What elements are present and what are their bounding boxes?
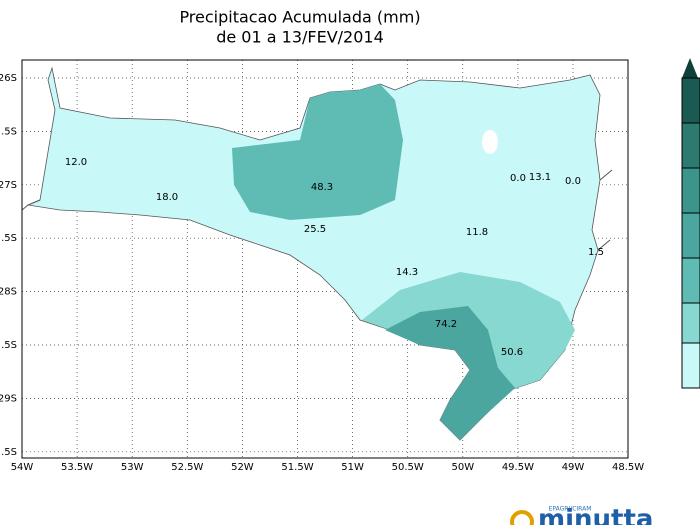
subtitle: de 01 a 13/FEV/2014 [216, 28, 384, 47]
y-tick-label: .5S [1, 340, 17, 351]
x-tick-label: 52.5W [171, 462, 203, 473]
y-tick-label: 27S [0, 180, 17, 191]
y-tick-label: .5S [1, 447, 17, 458]
station-value: 13.1 [529, 172, 551, 183]
colorbar-segment [681, 212, 700, 259]
x-tick-label: 54W [11, 462, 34, 473]
station-value: 50.6 [501, 347, 523, 358]
coastline [21, 169, 613, 251]
station-value: 1.5 [588, 247, 604, 258]
contour-dark-south [385, 306, 515, 440]
x-tick-label: 49W [562, 462, 585, 473]
station-value: 18.0 [156, 192, 178, 203]
x-tick-label: 48.5W [612, 462, 644, 473]
x-tick-label: 53W [121, 462, 144, 473]
x-tick-label: 50W [451, 462, 474, 473]
colorbar [681, 58, 700, 389]
x-tick-label: 50.5W [392, 462, 424, 473]
y-tick-label: .5S [1, 233, 17, 244]
y-tick-label: 26S [0, 73, 17, 84]
x-tick-label: 51.5W [281, 462, 313, 473]
station-value: 48.3 [311, 182, 333, 193]
station-value: 25.5 [304, 224, 326, 235]
colorbar-arrow [682, 58, 698, 78]
station-value: 0.0 [510, 173, 526, 184]
station-value: 0.0 [565, 176, 581, 187]
station-value: 14.3 [396, 267, 418, 278]
logo-org: EPAGRI/CIRAM [549, 506, 592, 513]
y-tick-label: .5S [1, 126, 17, 137]
y-tick-label: 28S [0, 287, 17, 298]
colorbar-segment [681, 77, 700, 124]
logo-name: minutta [538, 505, 653, 526]
x-tick-label: 53.5W [61, 462, 93, 473]
y-tick-label: 29S [0, 393, 17, 404]
station-value: 12.0 [65, 157, 87, 168]
logo-icon [510, 510, 534, 529]
map-frame [21, 59, 629, 459]
x-tick-label: 52W [231, 462, 254, 473]
colorbar-segment [681, 122, 700, 169]
colorbar-segment [681, 257, 700, 304]
no-data-spot [482, 130, 498, 154]
station-value: 11.8 [466, 227, 488, 238]
contour-medium-north [232, 84, 403, 220]
colorbar-segment [681, 302, 700, 344]
x-tick-label: 49.5W [502, 462, 534, 473]
title: Precipitacao Acumulada (mm) [179, 8, 420, 27]
colorbar-segment [681, 167, 700, 214]
x-tick-label: 51W [341, 462, 364, 473]
colorbar-segment [681, 342, 700, 389]
station-value: 74.2 [435, 319, 457, 330]
